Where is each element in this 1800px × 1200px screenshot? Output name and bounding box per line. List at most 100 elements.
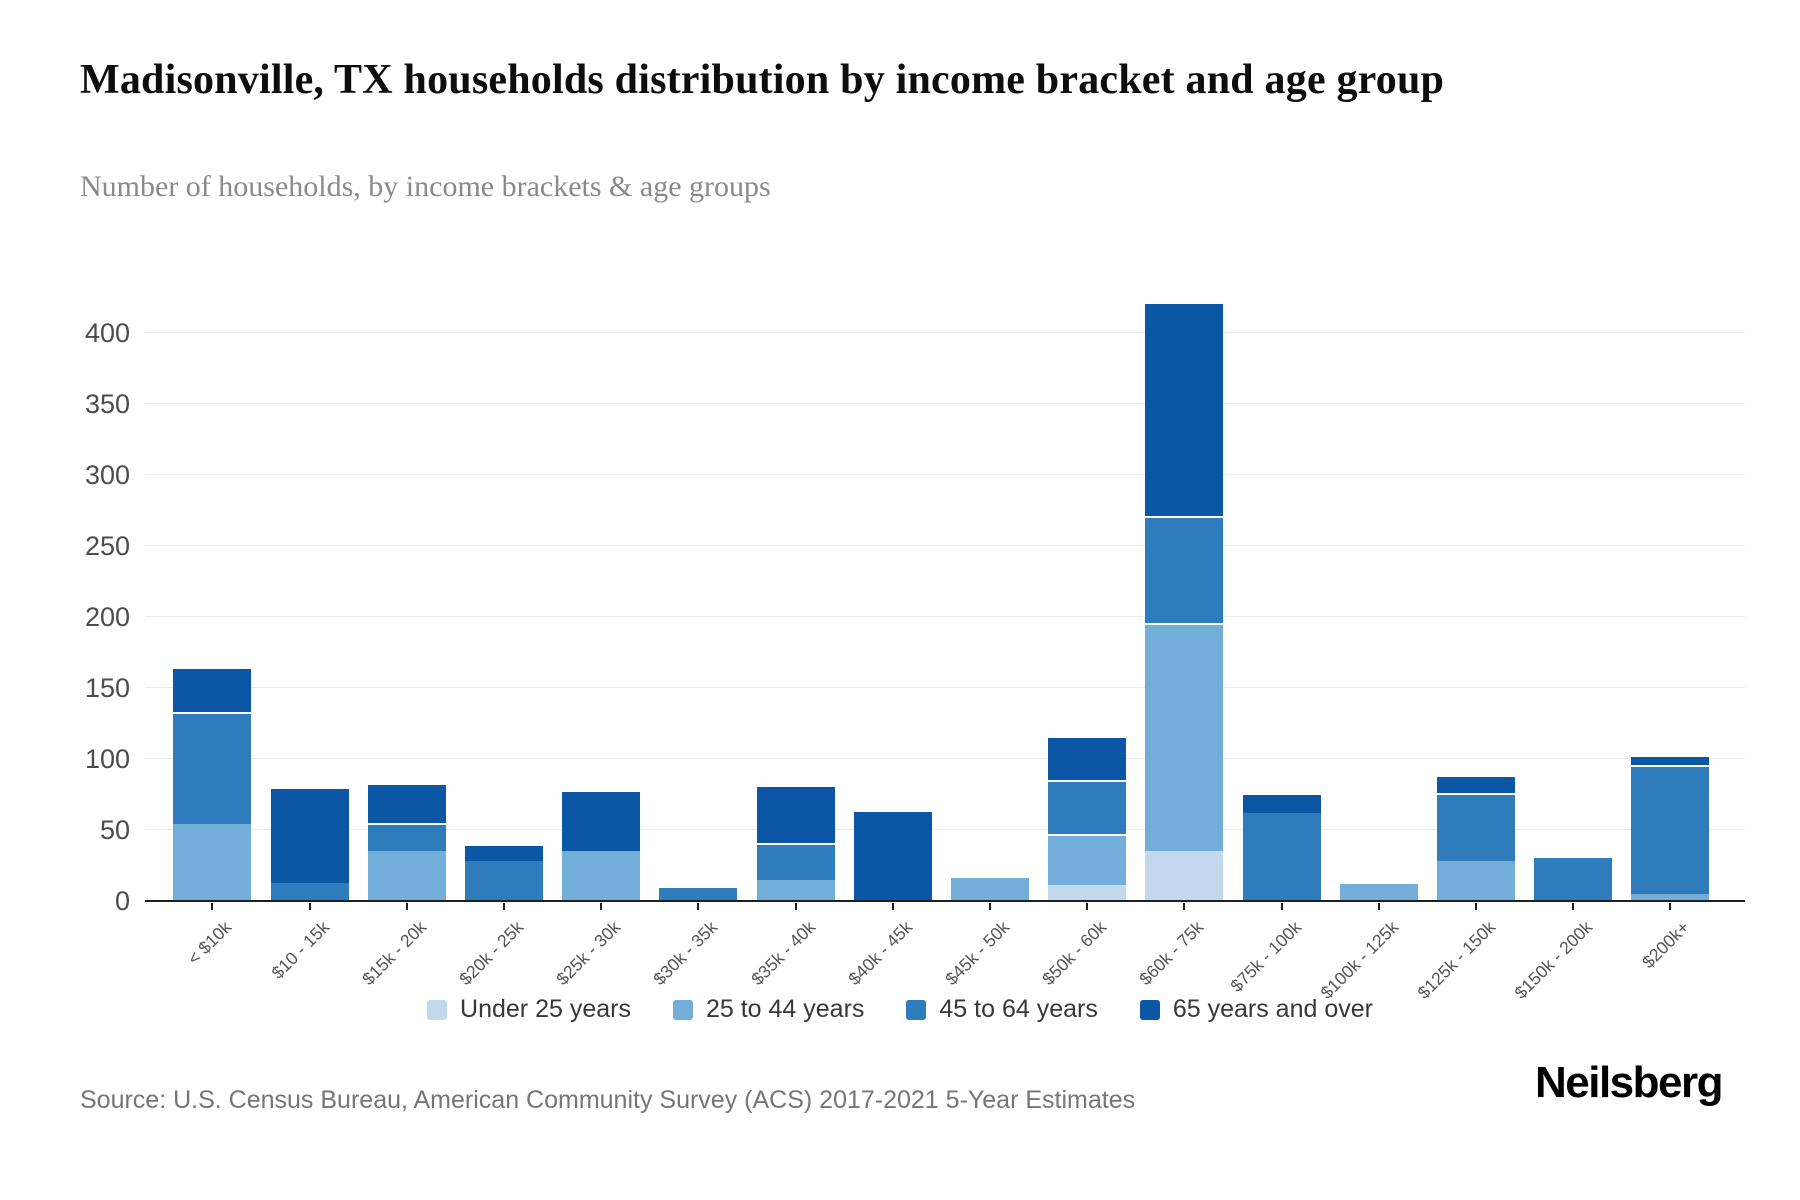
x-axis-tick bbox=[988, 903, 991, 910]
legend-swatch-icon bbox=[906, 999, 927, 1020]
legend-item: 45 to 64 years bbox=[906, 995, 1098, 1024]
legend-label: Under 25 years bbox=[460, 995, 631, 1023]
x-axis-tick bbox=[1183, 903, 1186, 910]
x-tick-label: < $10k bbox=[183, 917, 236, 969]
gridline-y350 bbox=[145, 403, 1745, 404]
bar--200k+-25-to-44-years bbox=[1631, 893, 1710, 901]
neilsberg-logo: Neilsberg bbox=[1534, 1058, 1724, 1107]
y-tick-label-100: 100 bbox=[84, 744, 130, 774]
x-tick-label: $20k - 25k bbox=[455, 917, 528, 989]
bar--60k-75k-45-to-64-years bbox=[1145, 516, 1224, 623]
x-axis-line bbox=[145, 900, 1745, 902]
x-axis-tick bbox=[308, 903, 311, 910]
bar--60k-75k-under-25-years bbox=[1145, 851, 1224, 901]
legend-item: 25 to 44 years bbox=[672, 995, 865, 1024]
legend-swatch-icon bbox=[672, 999, 693, 1020]
gridline-y300 bbox=[145, 474, 1745, 475]
legend-label: 45 to 64 years bbox=[939, 995, 1098, 1023]
bar--35k-40k-45-to-64-years bbox=[756, 842, 835, 880]
page-subtitle: Number of households, by income brackets… bbox=[80, 170, 771, 203]
x-axis-tick bbox=[1086, 903, 1089, 910]
bar--30k-35k-45-to-64-years bbox=[659, 888, 738, 901]
y-tick-label-250: 250 bbox=[84, 531, 130, 561]
gridline-y250 bbox=[145, 545, 1745, 546]
x-tick-label: $30k - 35k bbox=[649, 917, 722, 989]
x-axis-tick bbox=[600, 903, 603, 910]
gridline-y50 bbox=[145, 829, 1745, 830]
bar--10-15k-65-years-and-over bbox=[270, 787, 349, 883]
chart-plot-area bbox=[145, 276, 1745, 910]
x-axis-tick bbox=[405, 903, 408, 910]
x-tick-label: $150k - 200k bbox=[1510, 917, 1597, 1003]
x-tick-label: $60k - 75k bbox=[1135, 917, 1208, 989]
chart-legend: Under 25 years 25 to 44 years 45 to 64 yea… bbox=[0, 995, 1800, 1024]
gridline-y200 bbox=[145, 616, 1745, 617]
bar--125k-150k-45-to-64-years bbox=[1436, 793, 1515, 862]
y-tick-label-50: 50 bbox=[99, 815, 130, 845]
bar--10k-45-to-64-years bbox=[173, 712, 252, 825]
x-axis-tick bbox=[502, 903, 505, 910]
x-tick-label: $125k - 150k bbox=[1413, 917, 1500, 1003]
gridline-y100 bbox=[145, 758, 1745, 759]
x-axis-tick bbox=[1377, 903, 1380, 910]
legend-item: Under 25 years bbox=[427, 995, 631, 1024]
x-tick-label: $50k - 60k bbox=[1038, 917, 1111, 989]
bar--25k-30k-25-to-44-years bbox=[562, 851, 641, 901]
legend-label: 25 to 44 years bbox=[705, 995, 865, 1023]
x-tick-label: $75k - 100k bbox=[1225, 917, 1305, 996]
bar--100k-125k-25-to-44-years bbox=[1339, 883, 1418, 901]
bar--150k-200k-45-to-64-years bbox=[1534, 858, 1613, 901]
bar--60k-75k-25-to-44-years bbox=[1145, 622, 1224, 852]
bar--125k-150k-25-to-44-years bbox=[1436, 861, 1515, 901]
bar--50k-60k-65-years-and-over bbox=[1048, 736, 1127, 781]
bar--20k-25k-45-to-64-years bbox=[464, 861, 543, 901]
bar--15k-20k-25-to-44-years bbox=[367, 851, 446, 901]
y-tick-label-300: 300 bbox=[84, 460, 130, 490]
x-tick-label: $200k+ bbox=[1638, 917, 1694, 973]
bar--45k-50k-25-to-44-years bbox=[950, 878, 1029, 901]
bar--200k+-65-years-and-over bbox=[1631, 754, 1710, 765]
bar--60k-75k-65-years-and-over bbox=[1145, 301, 1224, 517]
gridline-y150 bbox=[145, 687, 1745, 688]
x-tick-label: $45k - 50k bbox=[941, 917, 1014, 989]
legend-swatch-icon bbox=[427, 999, 448, 1020]
y-tick-label-350: 350 bbox=[84, 389, 130, 419]
x-tick-label: $25k - 30k bbox=[552, 917, 625, 989]
bar--50k-60k-25-to-44-years bbox=[1048, 834, 1127, 886]
y-tick-label-400: 400 bbox=[84, 318, 130, 348]
x-tick-label: $100k - 125k bbox=[1316, 917, 1402, 1003]
legend-item: 65 years and over bbox=[1139, 995, 1373, 1024]
bar--75k-100k-45-to-64-years bbox=[1242, 812, 1321, 901]
x-axis-tick bbox=[891, 903, 894, 910]
x-axis-tick bbox=[211, 903, 214, 910]
bar--25k-30k-65-years-and-over bbox=[562, 790, 641, 852]
bar--50k-60k-under-25-years bbox=[1048, 885, 1127, 901]
bar--35k-40k-65-years-and-over bbox=[756, 784, 835, 843]
x-tick-label: $10 - 15k bbox=[266, 917, 333, 983]
bar--15k-20k-45-to-64-years bbox=[367, 822, 446, 852]
bar--40k-45k-65-years-and-over bbox=[853, 811, 932, 901]
bar--125k-150k-65-years-and-over bbox=[1436, 774, 1515, 794]
y-tick-label-150: 150 bbox=[84, 673, 130, 703]
x-axis-tick bbox=[697, 903, 700, 910]
y-tick-label-0: 0 bbox=[114, 886, 130, 916]
bar--10k-65-years-and-over bbox=[173, 666, 252, 713]
y-tick-label-200: 200 bbox=[84, 602, 130, 632]
x-tick-label: $40k - 45k bbox=[843, 917, 916, 989]
x-axis-tick bbox=[1669, 903, 1672, 910]
page-title: Madisonville, TX households distribution… bbox=[80, 57, 1445, 103]
bar--20k-25k-65-years-and-over bbox=[464, 844, 543, 862]
x-axis-labels: < $10k $10 - 15k $15k - 20k $20k - 25k $25k … bbox=[145, 276, 1745, 1003]
x-axis-tick bbox=[1280, 903, 1283, 910]
bar--35k-40k-25-to-44-years bbox=[756, 879, 835, 901]
y-axis-labels: 0 50 100 150 200 250 300 350 400 bbox=[50, 276, 130, 916]
legend-label: 65 years and over bbox=[1172, 995, 1373, 1023]
bar--10k-25-to-44-years bbox=[173, 824, 252, 901]
x-axis-tick bbox=[1572, 903, 1575, 910]
bar--10-15k-45-to-64-years bbox=[270, 882, 349, 901]
x-tick-label: $35k - 40k bbox=[746, 917, 819, 989]
bar--200k+-45-to-64-years bbox=[1631, 764, 1710, 894]
legend-swatch-icon bbox=[1139, 999, 1160, 1020]
bar--50k-60k-45-to-64-years bbox=[1048, 780, 1127, 835]
gridline-y400 bbox=[145, 332, 1745, 333]
